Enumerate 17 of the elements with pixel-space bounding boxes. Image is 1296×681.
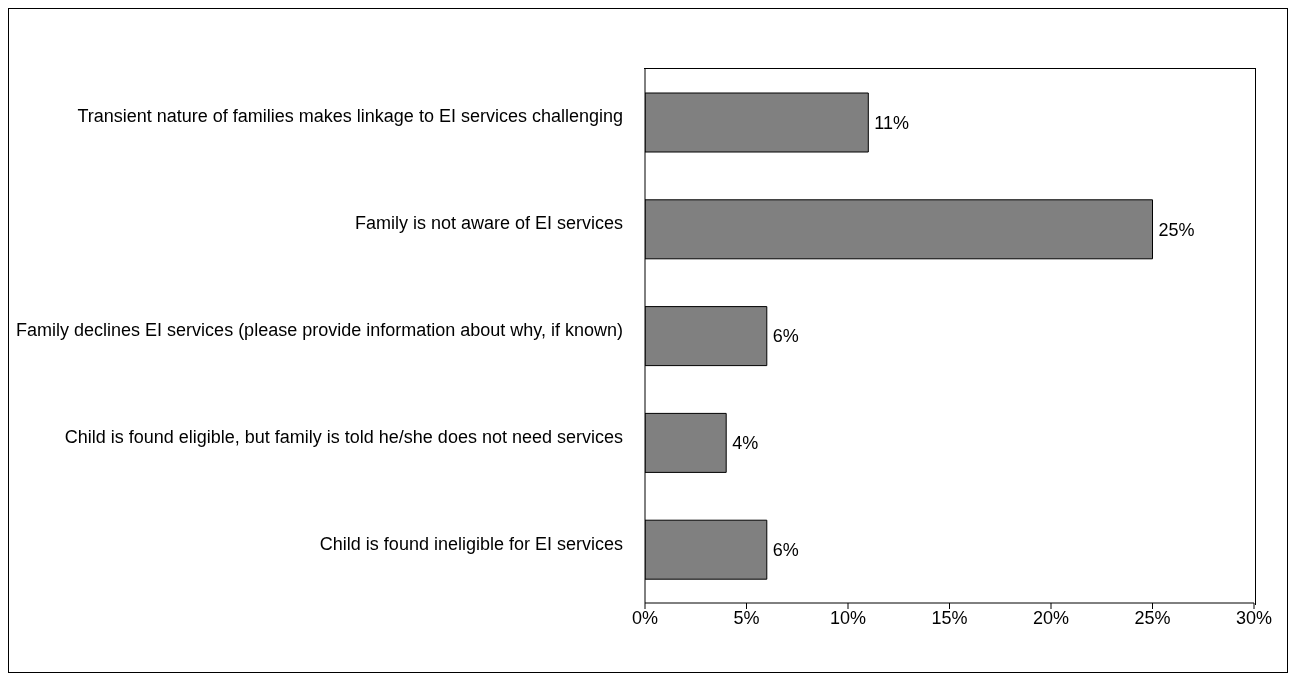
y-tick-label: Child is found eligible, but family is told he/she does not need services — [64, 426, 623, 447]
y-tick-label: Family is not aware of EI services — [354, 213, 623, 234]
y-tick-label: Child is found ineligible for EI services — [319, 533, 623, 554]
data-label: 6% — [772, 326, 799, 347]
data-label: 4% — [732, 433, 759, 454]
data-label: 11% — [874, 112, 909, 133]
x-tick-label: 5% — [733, 607, 760, 628]
x-tick-label: 10% — [829, 607, 867, 628]
x-tick-label: 25% — [1134, 607, 1171, 628]
y-tick-label: Transient nature of families makes linkage to EI services challenging — [77, 106, 623, 127]
x-tick-label: 20% — [1032, 607, 1070, 628]
x-tick-label: 30% — [1235, 607, 1273, 628]
y-tick-label: Family declines EI services (please provide information about why, if known) — [16, 320, 623, 340]
data-label: 6% — [772, 540, 799, 561]
data-label: 25% — [1158, 219, 1195, 240]
x-tick-label: 15% — [931, 607, 968, 628]
x-tick-label: 0% — [631, 607, 659, 628]
